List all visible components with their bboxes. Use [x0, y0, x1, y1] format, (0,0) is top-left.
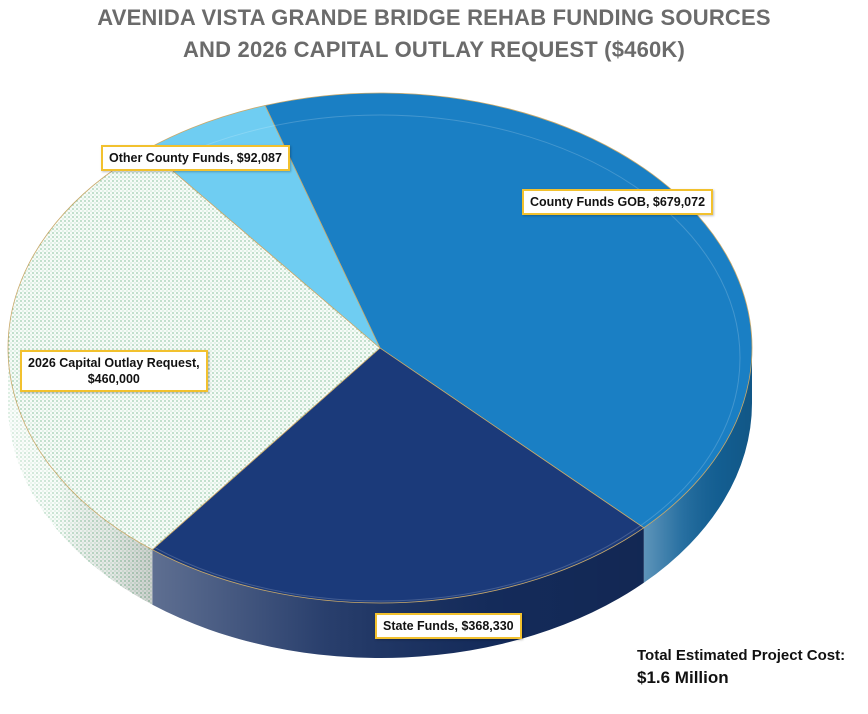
- pie-side-shade-2: [8, 348, 153, 605]
- callout-county-funds: County Funds GOB, $679,072: [522, 189, 714, 215]
- pie-side-shade-0: [643, 348, 752, 583]
- pie-slice-2: [7, 148, 381, 551]
- callout-capital-outlay-line-1: 2026 Capital Outlay Request,: [28, 356, 200, 370]
- chart-title: AVENIDA VISTA GRANDE BRIDGE REHAB FUNDIN…: [0, 2, 868, 66]
- pie-slice-1: [151, 347, 645, 604]
- callout-state-funds: State Funds, $368,330: [375, 613, 522, 639]
- callout-other-county-funds: Other County Funds, $92,087: [101, 145, 290, 171]
- total-cost-label: Total Estimated Project Cost:: [637, 647, 846, 664]
- callout-capital-outlay-line-2: $460,000: [87, 372, 140, 386]
- callout-other-county-funds-text: Other County Funds, $92,087: [109, 151, 282, 165]
- chart-title-line-2: AND 2026 CAPITAL OUTLAY REQUEST ($460K): [182, 37, 686, 62]
- total-cost-annotation: Total Estimated Project Cost: $1.6 Milli…: [637, 646, 845, 690]
- callout-county-funds-text: County Funds GOB, $679,072: [530, 195, 706, 209]
- chart-title-line-1: AVENIDA VISTA GRANDE BRIDGE REHAB FUNDIN…: [97, 5, 771, 30]
- callout-capital-outlay: 2026 Capital Outlay Request, $460,000: [20, 350, 208, 392]
- callout-state-funds-text: State Funds, $368,330: [383, 619, 514, 633]
- total-cost-value: $1.6 Million: [637, 668, 729, 687]
